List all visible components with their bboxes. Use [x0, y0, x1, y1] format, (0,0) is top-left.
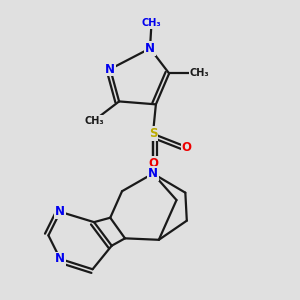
Text: N: N [145, 42, 155, 55]
Text: N: N [55, 205, 65, 218]
Text: N: N [55, 252, 65, 266]
Text: CH₃: CH₃ [84, 116, 104, 126]
Text: N: N [105, 62, 115, 76]
Text: CH₃: CH₃ [142, 18, 161, 28]
Text: N: N [148, 167, 158, 180]
Text: S: S [149, 127, 157, 140]
Text: O: O [148, 157, 158, 170]
Text: CH₃: CH₃ [190, 68, 209, 78]
Text: O: O [182, 141, 192, 154]
